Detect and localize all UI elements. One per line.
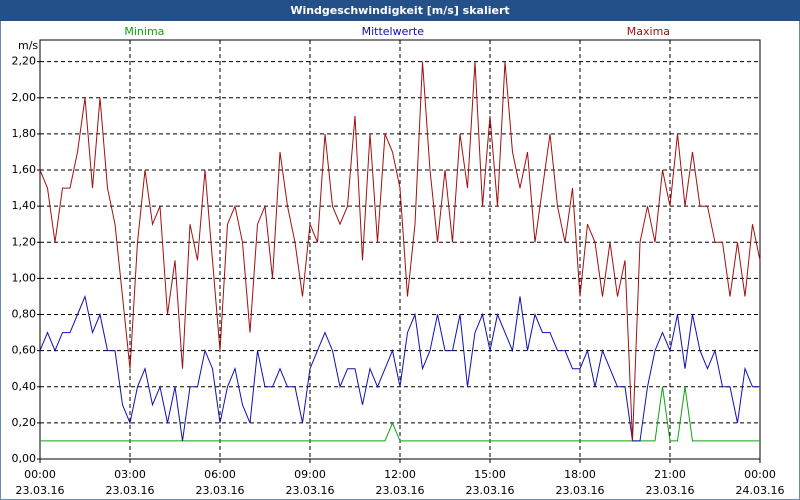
title-bar <box>0 0 800 21</box>
legend-label: Mittelwerte <box>362 25 425 38</box>
x-tick-label: 00:00 24.03.16 <box>736 468 785 497</box>
x-tick-label: 09:00 23.03.16 <box>286 468 335 497</box>
y-tick-label: 0,20 <box>12 416 37 429</box>
y-tick-label: 1,80 <box>12 127 37 140</box>
y-tick-label: 0,00 <box>12 452 37 465</box>
y-tick-label: 2,20 <box>12 55 37 68</box>
y-tick-label: 1,00 <box>12 271 37 284</box>
plot-area <box>39 39 761 460</box>
x-tick-label: 03:00 23.03.16 <box>106 468 155 497</box>
x-tick-label: 06:00 23.03.16 <box>196 468 245 497</box>
x-tick-label: 15:00 23.03.16 <box>466 468 515 497</box>
y-tick-label: 0,40 <box>12 380 37 393</box>
chart-title: Windgeschwindigkeit [m/s] skaliert <box>290 4 509 17</box>
y-tick-label: 1,20 <box>12 235 37 248</box>
y-tick-label: 0,80 <box>12 308 37 321</box>
y-axis-label: m/s <box>18 39 38 52</box>
y-tick-label: 2,00 <box>12 91 37 104</box>
x-tick-label: 00:00 23.03.16 <box>16 468 65 497</box>
x-tick-label: 21:00 23.03.16 <box>646 468 695 497</box>
y-tick-label: 1,40 <box>12 199 37 212</box>
data-line <box>39 61 761 441</box>
y-tick-label: 0,60 <box>12 344 37 357</box>
legend-label: Maxima <box>627 25 670 38</box>
y-tick-label: 1,60 <box>12 163 37 176</box>
x-tick-label: 12:00 23.03.16 <box>376 468 425 497</box>
data-line <box>39 294 760 442</box>
legend-label: Minima <box>124 25 164 38</box>
x-tick-label: 18:00 23.03.16 <box>556 468 605 497</box>
